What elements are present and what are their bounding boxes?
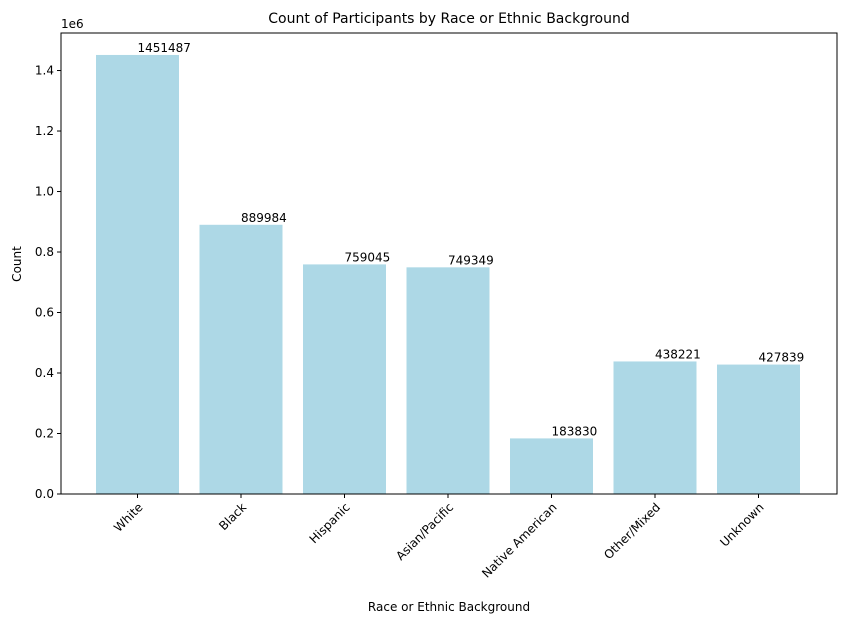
y-tick-label-0: 0.0: [35, 487, 54, 501]
x-tick-label-native-american: Native American: [479, 500, 559, 580]
y-tick-label-5: 1.0: [35, 185, 54, 199]
plot-frame: [60, 32, 838, 495]
x-tick-label-white: White: [111, 500, 146, 535]
x-tick-label-hispanic: Hispanic: [307, 500, 353, 546]
bars-group: [96, 54, 800, 495]
y-tick-label-6: 1.2: [35, 124, 54, 138]
x-tick-label-asian-pacific: Asian/Pacific: [393, 500, 456, 563]
y-offset-label: 1e6: [61, 17, 84, 31]
value-label-asian-pacific: 749349: [448, 253, 494, 267]
y-tick-label-3: 0.6: [35, 306, 54, 320]
bar-asian-pacific: [406, 267, 490, 494]
x-tick-label-other-mixed: Other/Mixed: [601, 500, 663, 562]
bar-native-american: [510, 438, 593, 494]
bar-unknown: [717, 364, 800, 494]
value-label-other-mixed: 438221: [655, 347, 701, 361]
y-axis-label: Count: [10, 246, 24, 282]
x-axis: White Black Hispanic Asian/Pacific Native Am…: [111, 494, 767, 581]
y-tick-label-7: 1.4: [35, 64, 54, 78]
value-label-native-american: 183830: [552, 424, 598, 438]
value-labels-group: 1451487 889984 759045 749349 183830 438221 427…: [138, 41, 805, 438]
y-tick-label-4: 0.8: [35, 245, 54, 259]
bar-other-mixed: [613, 361, 697, 494]
y-tick-label-1: 0.2: [35, 427, 54, 441]
y-axis: 0.0 0.2 0.4 0.6 0.8 1.0 1.2 1.4: [35, 64, 61, 501]
x-axis-label: Race or Ethnic Background: [368, 600, 530, 614]
value-label-black: 889984: [241, 211, 287, 225]
value-label-hispanic: 759045: [345, 250, 391, 264]
bar-black: [199, 224, 283, 494]
chart-title: Count of Participants by Race or Ethnic …: [268, 11, 629, 27]
value-label-white: 1451487: [138, 41, 191, 55]
x-tick-label-unknown: Unknown: [717, 500, 766, 549]
value-label-unknown: 427839: [759, 351, 805, 365]
x-tick-label-black: Black: [216, 500, 249, 533]
y-tick-label-2: 0.4: [35, 366, 54, 380]
bar-white: [96, 54, 179, 495]
bar-hispanic: [303, 264, 386, 494]
